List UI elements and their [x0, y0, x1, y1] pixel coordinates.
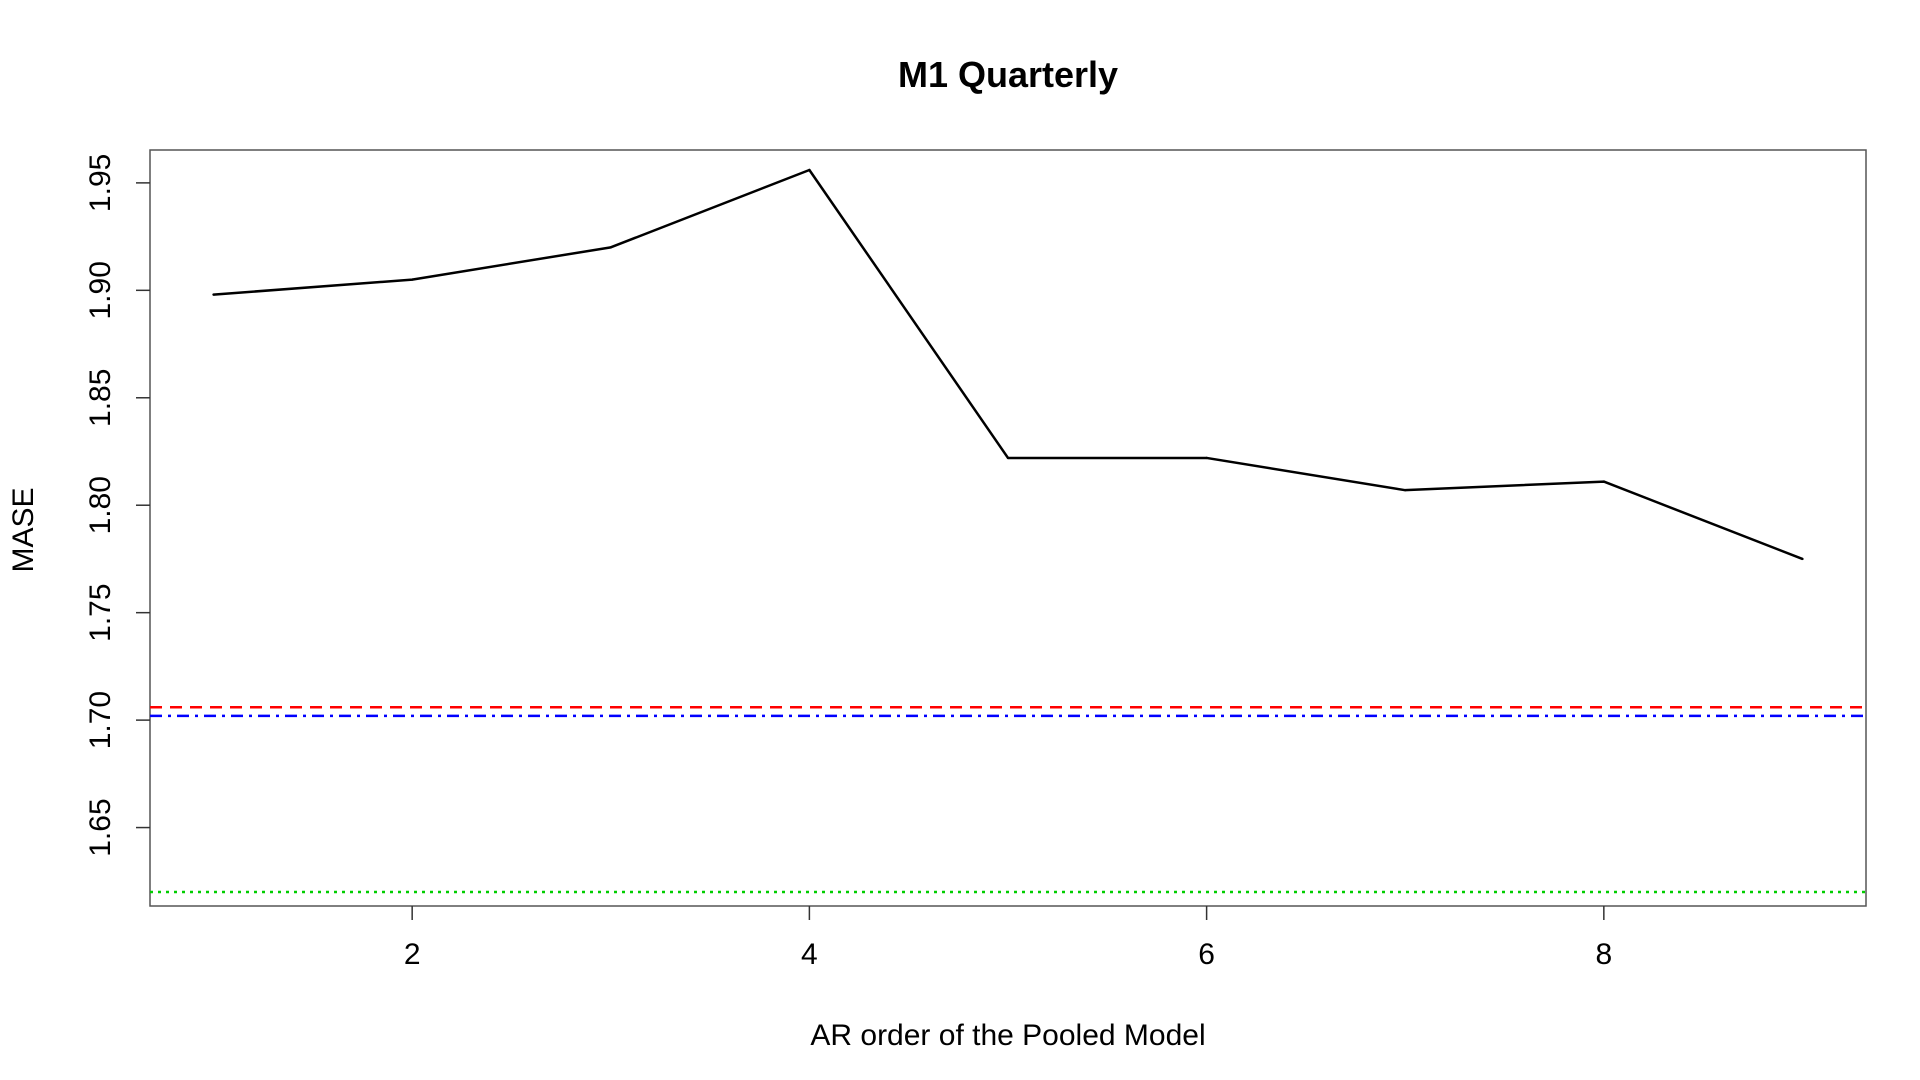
data-point: [212, 293, 215, 296]
series-line-1: [213, 168, 1803, 561]
y-axis-label: MASE: [7, 487, 40, 572]
y-tick-label: 1.65: [84, 798, 117, 856]
data-point: [1006, 456, 1010, 460]
data-point: [1205, 456, 1208, 460]
data-point: [410, 278, 414, 281]
x-axis-label: AR order of the Pooled Model: [810, 1019, 1205, 1052]
x-tick-label: 6: [1198, 938, 1215, 971]
data-point: [1602, 480, 1606, 483]
x-tick-label: 8: [1595, 938, 1612, 971]
y-tick-label: 1.75: [84, 583, 117, 641]
data-point: [808, 168, 811, 172]
chart-title: M1 Quarterly: [898, 54, 1118, 95]
y-tick-label: 1.95: [84, 154, 117, 212]
y-tick-label: 1.80: [84, 476, 117, 534]
y-axis: 1.65 1.70 1.75 1.80 1.85 1.90 1.95: [84, 154, 150, 857]
plot-frame: [149, 149, 1867, 907]
x-axis: 2 4 6 8: [404, 906, 1612, 971]
series-group: [212, 168, 1804, 561]
data-point: [1404, 488, 1407, 492]
reference-lines: [150, 705, 1866, 894]
x-tick-label: 4: [801, 938, 818, 971]
y-tick-label: 1.85: [84, 369, 117, 427]
data-point: [609, 246, 612, 249]
y-tick-label: 1.70: [84, 691, 117, 749]
data-point: [1801, 557, 1804, 561]
y-tick-label: 1.90: [84, 261, 117, 319]
x-tick-label: 2: [404, 938, 421, 971]
